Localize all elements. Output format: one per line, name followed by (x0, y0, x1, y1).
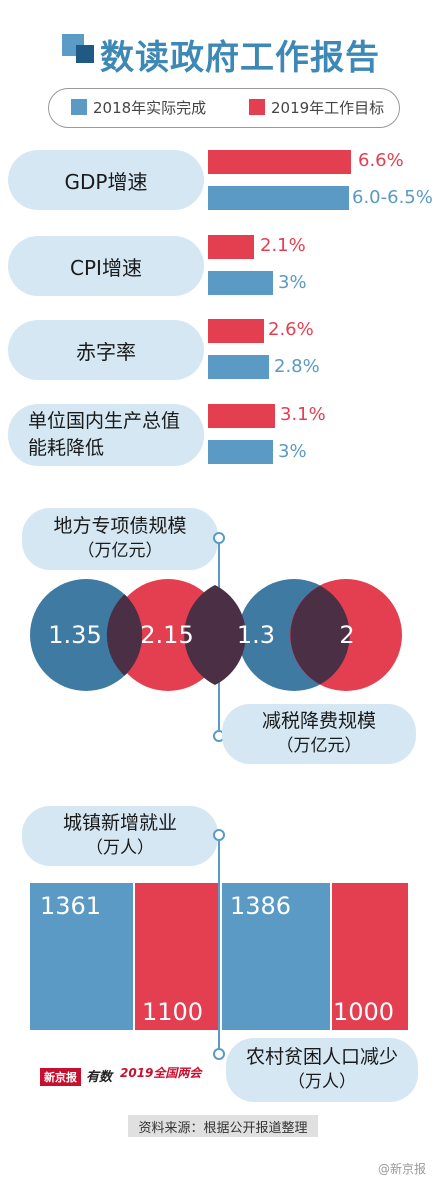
special-bonds-label: 地方专项债规模 (53, 515, 187, 537)
circle-special-bonds-2018 (30, 579, 142, 691)
bar-deficit-2018 (208, 355, 269, 379)
value-poverty-2019: 1000 (333, 998, 395, 1026)
value-tax-cut-2018: 1.3 (236, 621, 276, 649)
title-logo-icon-accent (76, 45, 94, 63)
legend-label-2018: 2018年实际完成 (93, 99, 207, 117)
overlap-middle (184, 585, 246, 685)
xinjingbao-logo: 新京报 (40, 1068, 81, 1086)
connector-dot-employment-bottom (213, 1048, 225, 1060)
bar-energy-2019 (208, 404, 275, 428)
value-gdp-2019: 6.6% (358, 150, 404, 171)
lianghui-logo: 2019全国两会 (120, 1066, 202, 1080)
urban-jobs-label: 城镇新增就业 (62, 812, 177, 834)
page-title: 数读政府工作报告 (100, 38, 380, 78)
value-energy-2018: 3% (278, 441, 307, 462)
legend-swatch-2019 (249, 99, 265, 115)
value-cpi-2019: 2.1% (260, 235, 306, 256)
indicator-label-energy-line1: 单位国内生产总值 (28, 410, 181, 432)
bar-deficit-2019 (208, 319, 264, 343)
value-deficit-2019: 2.6% (268, 319, 314, 340)
indicator-label-energy: 单位国内生产总值 能耗降低 (8, 404, 204, 466)
legend: 2018年实际完成 2019年工作目标 (48, 88, 400, 128)
bubble-label-poverty: 农村贫困人口减少 （万人） (226, 1038, 418, 1102)
source-credit: 资料来源：根据公开报道整理 (128, 1115, 318, 1137)
bar-gdp-2018 (208, 186, 345, 210)
indicator-label-gdp: GDP增速 (8, 150, 204, 210)
bubble-label-tax-cut: 减税降费规模 （万亿元） (222, 704, 416, 764)
connector-line-employment (218, 840, 220, 1053)
overlap-tax-cut (290, 585, 350, 685)
urban-jobs-unit: （万人） (86, 838, 154, 858)
bar-cpi-2018 (208, 271, 273, 295)
indicator-label-energy-line2: 能耗降低 (28, 437, 105, 459)
bar-gdp-2019 (208, 150, 351, 174)
youshu-logo: 有数 (86, 1070, 113, 1085)
poverty-label: 农村贫困人口减少 (245, 1046, 398, 1068)
legend-label-2019: 2019年工作目标 (271, 99, 385, 117)
block-poverty-2019 (332, 883, 408, 1030)
bubble-label-urban-jobs: 城镇新增就业 （万人） (22, 806, 218, 866)
value-gdp-2018: 6.0-6.5% (352, 187, 433, 208)
block-urban-jobs-2018 (30, 883, 133, 1030)
block-poverty-2018 (222, 883, 330, 1030)
bar-cpi-2019 (208, 235, 254, 259)
block-urban-jobs-2019 (135, 883, 219, 1030)
indicator-label-deficit: 赤字率 (8, 320, 204, 380)
indicator-label-cpi: CPI增速 (8, 236, 204, 296)
value-special-bonds-2019: 2.15 (140, 621, 194, 649)
value-energy-2019: 3.1% (280, 404, 326, 425)
value-deficit-2018: 2.8% (274, 356, 320, 377)
legend-swatch-2018 (71, 99, 87, 115)
bar-energy-2018 (208, 440, 273, 464)
value-urban-jobs-2019: 1100 (142, 998, 204, 1026)
bubble-label-special-bonds: 地方专项债规模 （万亿元） (22, 508, 218, 570)
special-bonds-unit: （万亿元） (77, 541, 163, 561)
tax-cut-label: 减税降费规模 (261, 710, 376, 732)
watermark: @新京报 (377, 1162, 426, 1176)
value-special-bonds-2018: 1.35 (48, 621, 102, 649)
poverty-unit: （万人） (288, 1072, 356, 1092)
value-cpi-2018: 3% (278, 272, 307, 293)
connector-dot-top (213, 532, 225, 544)
bar-gdp-2018-range-edge (345, 186, 349, 210)
value-poverty-2018: 1386 (230, 892, 292, 920)
value-urban-jobs-2018: 1361 (40, 892, 102, 920)
value-tax-cut-2019: 2 (339, 621, 355, 649)
bubble-chart (30, 579, 402, 691)
tax-cut-unit: （万亿元） (276, 736, 362, 756)
overlap-special-bonds (106, 594, 143, 676)
